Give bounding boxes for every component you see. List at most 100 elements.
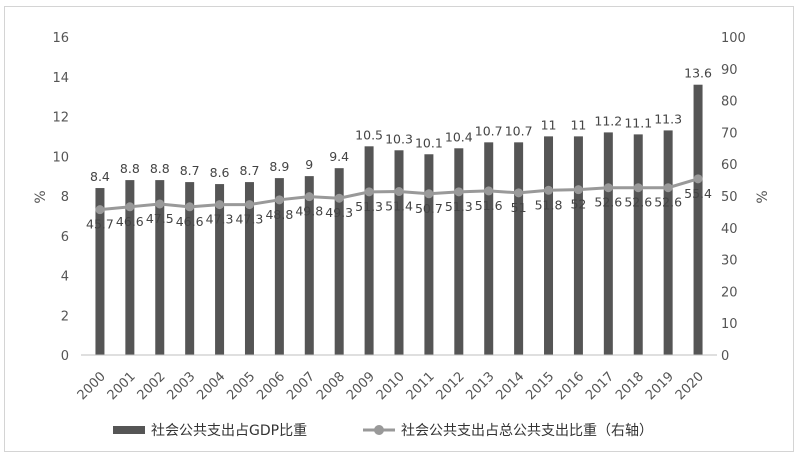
x-axis-tick-label: 2000 [75,369,109,403]
x-axis-tick-label: 2004 [194,369,228,403]
x-axis-tick-label: 2007 [284,369,318,403]
bar-data-label: 11 [541,117,557,132]
right-axis-tick-label: 40 [721,222,738,237]
line-data-label: 52.6 [654,195,682,210]
right-axis-tick-label: 70 [721,126,738,141]
x-axis-tick-label: 2014 [493,369,527,403]
line-data-label: 51.3 [355,199,383,214]
line-data-label: 52.6 [594,195,622,210]
line-point [274,195,284,205]
bar [95,188,105,355]
legend: 社会公共支出占GDP比重 社会公共支出占总公共支出比重（右轴） [113,423,653,439]
bar-data-label: 10.7 [505,123,533,138]
line-data-label: 50.7 [415,201,443,216]
line-data-label: 49.3 [325,205,353,220]
left-axis-tick-label: 10 [52,150,69,165]
line-data-label: 51.4 [385,199,413,214]
line-point [244,200,254,210]
line-data-label: 47.5 [146,211,174,226]
bar [484,142,494,355]
x-axis-tick-label: 2010 [374,369,408,403]
line-data-labels: 45.7 46.6 47.5 46.6 47.3 47.3 48.8 49.8 49.3 51.3… [86,186,712,232]
bar-data-label: 10.4 [445,129,473,144]
line-point [185,202,195,212]
line-point [125,202,135,212]
bar-data-label: 10.1 [415,135,443,150]
bar-data-label: 10.3 [385,131,413,146]
bar [663,130,673,355]
line-data-label: 46.6 [116,214,144,229]
right-axis-tick-label: 90 [721,63,738,78]
line-point [394,187,404,197]
line-point [544,185,554,195]
bar-series [95,84,703,355]
x-axis-tick-label: 2006 [254,369,288,403]
line-point [155,199,165,209]
x-axis-tick-label: 2012 [434,369,468,403]
bar-data-label: 11.3 [654,111,682,126]
x-axis-tick-label: 2016 [553,369,587,403]
bar [454,148,464,355]
left-axis-tick-label: 2 [61,309,69,324]
x-axis-tick-label: 2002 [135,369,169,403]
bar-data-label: 9 [305,157,313,172]
bar [394,150,404,355]
bar-data-label: 8.7 [240,163,260,178]
right-axis-tick-label: 50 [721,190,738,205]
bar-data-label: 9.4 [329,149,349,164]
line-data-label: 52.6 [624,195,652,210]
line-data-label: 48.8 [265,207,293,222]
bar [364,146,374,355]
x-axis-tick-label: 2005 [224,369,258,403]
line-point [693,174,703,184]
bar [155,180,165,355]
bar [633,134,643,355]
line-point [364,187,374,197]
x-axis-tick-label: 2011 [404,369,438,403]
line-data-label: 55.4 [684,186,712,201]
line-data-label: 51 [511,200,527,215]
line-point [454,187,464,197]
bar [603,132,613,355]
x-axis-tick-label: 2018 [613,369,647,403]
line-point [334,193,344,203]
line-point [215,200,225,210]
bar [544,136,554,355]
left-axis-tick-label: 4 [61,270,69,285]
chart-frame: 0 2 4 6 8 10 12 14 16 0 10 20 30 40 50 60 70 80 90 100 % %… [4,6,794,452]
bar-data-label: 8.7 [180,163,200,178]
bar [304,176,314,355]
line-data-label: 51.3 [445,199,473,214]
bar-data-label: 10.7 [475,123,503,138]
right-axis-tick-label: 0 [721,349,729,364]
line-point [484,186,494,196]
bar [514,142,524,355]
left-axis-tick-label: 8 [61,190,69,205]
bar-data-label: 8.8 [150,161,170,176]
bar-data-label: 11.1 [624,115,652,130]
x-axis-tick-label: 2003 [164,369,198,403]
bar [573,136,583,355]
right-axis-tick-label: 30 [721,254,738,269]
legend-line-marker [374,425,384,435]
line-data-label: 51.8 [535,197,563,212]
line-point [514,188,524,198]
line-series [95,174,703,215]
line-data-label: 47.3 [236,212,264,227]
bar-data-label: 11.2 [594,113,622,128]
x-axis-tick-label: 2009 [344,369,378,403]
right-axis-tick-label: 100 [721,31,746,46]
bar-data-label: 8.4 [90,169,110,184]
line-point [95,205,105,215]
legend-line-label: 社会公共支出占总公共支出比重（右轴） [401,423,653,439]
line-data-label: 51.6 [475,198,503,213]
bar [693,84,703,355]
left-axis-tick-label: 12 [52,111,69,126]
bar-data-label: 13.6 [684,66,712,81]
x-axis-tick-label: 2013 [464,369,498,403]
bar-data-label: 8.8 [120,161,140,176]
line-data-label: 47.3 [206,212,234,227]
bar-data-label: 8.9 [269,159,289,174]
x-axis-tick-label: 2008 [314,369,348,403]
left-axis-tick-label: 6 [61,230,69,245]
